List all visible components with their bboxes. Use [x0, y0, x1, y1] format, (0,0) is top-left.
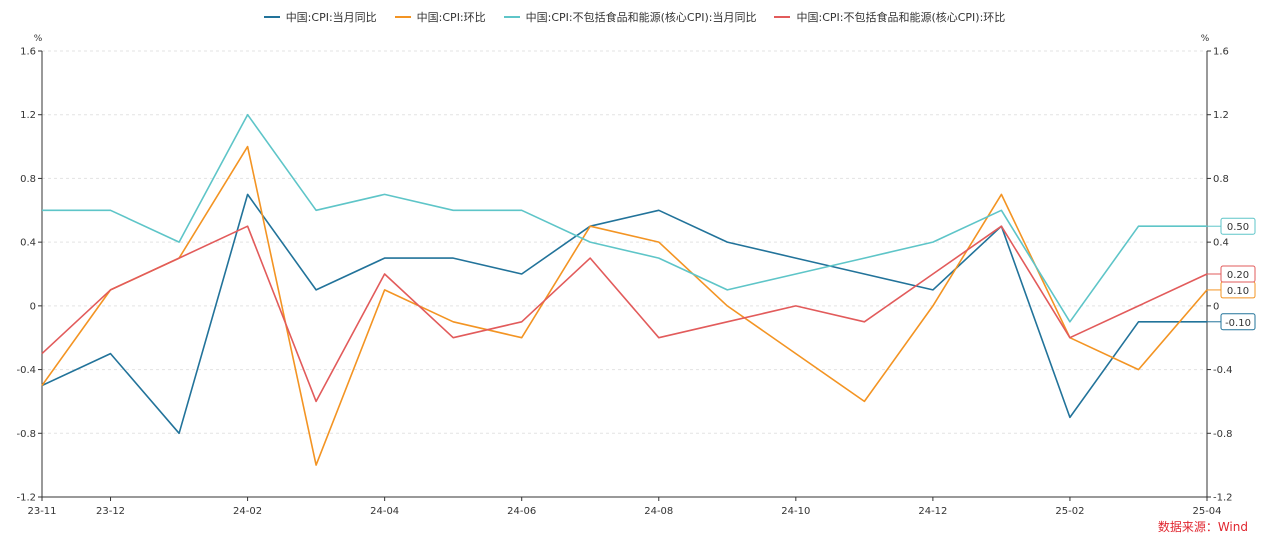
end-label-box-core-cpi-mom: [1220, 265, 1256, 283]
x-tick-label: 24-12: [918, 506, 947, 517]
end-label-core-cpi-yoy: 0.50: [1227, 222, 1249, 233]
y-tick-label-left: 0.4: [20, 238, 36, 249]
legend-item-core-cpi-mom[interactable]: 中国:CPI:不包括食品和能源(核心CPI):环比: [774, 9, 1005, 25]
legend-label-cpi-mom: 中国:CPI:环比: [416, 11, 486, 24]
legend-swatch-core-cpi-yoy: [503, 16, 520, 18]
x-tick-label: 23-11: [27, 506, 56, 517]
series-line-core-cpi-mom: [41, 225, 1208, 403]
y-tick-label-left: 0.8: [20, 174, 36, 185]
legend-item-cpi-yoy[interactable]: 中国:CPI:当月同比: [263, 9, 377, 25]
y-tick-label-left: 1.6: [20, 47, 36, 58]
y-tick-label-right: -0.8: [1213, 429, 1233, 440]
y-tick-label-right: 0.4: [1213, 238, 1229, 249]
legend-item-core-cpi-yoy[interactable]: 中国:CPI:不包括食品和能源(核心CPI):当月同比: [503, 9, 757, 25]
end-label-cpi-mom: 0.10: [1227, 286, 1249, 297]
x-tick-label: 24-06: [507, 506, 536, 517]
y-axis-unit-right: %: [1201, 34, 1210, 44]
y-tick-label-right: 0: [1213, 301, 1219, 312]
x-tick-label: 24-04: [370, 506, 399, 517]
y-tick-label-right: 0.8: [1213, 174, 1229, 185]
end-label-cpi-yoy: -0.10: [1225, 318, 1251, 329]
x-tick-label: 25-02: [1055, 506, 1084, 517]
legend: 中国:CPI:当月同比 中国:CPI:环比 中国:CPI:不包括食品和能源(核心…: [0, 9, 1269, 25]
series-line-cpi-mom: [41, 145, 1208, 466]
legend-swatch-cpi-yoy: [263, 16, 280, 18]
legend-swatch-cpi-mom: [394, 16, 411, 18]
y-tick-label-left: -0.8: [16, 429, 36, 440]
legend-item-cpi-mom[interactable]: 中国:CPI:环比: [394, 9, 486, 25]
x-tick-label: 24-10: [781, 506, 810, 517]
end-label-core-cpi-mom: 0.20: [1227, 270, 1249, 281]
y-tick-label-right: -1.2: [1213, 493, 1233, 504]
y-tick-label-left: -0.4: [16, 365, 36, 376]
y-tick-label-left: 1.2: [20, 110, 36, 121]
y-tick-label-right: -0.4: [1213, 365, 1233, 376]
end-label-box-cpi-yoy: [1220, 313, 1256, 331]
source-note: 数据来源：Wind: [1157, 520, 1248, 534]
x-tick-label: 23-12: [96, 506, 125, 517]
y-axis-unit-left: %: [34, 34, 43, 44]
x-tick-label: 24-08: [644, 506, 673, 517]
series-line-cpi-yoy: [41, 193, 1207, 435]
x-tick-label: 25-04: [1192, 506, 1221, 517]
y-tick-label-left: 0: [30, 301, 36, 312]
legend-label-core-cpi-mom: 中国:CPI:不包括食品和能源(核心CPI):环比: [796, 11, 1006, 24]
legend-label-core-cpi-yoy: 中国:CPI:不包括食品和能源(核心CPI):当月同比: [525, 11, 757, 24]
y-tick-label-left: -1.2: [16, 493, 36, 504]
legend-swatch-core-cpi-mom: [774, 16, 791, 18]
y-tick-label-right: 1.6: [1213, 47, 1229, 58]
end-label-box-core-cpi-yoy: [1220, 217, 1256, 235]
y-tick-label-right: 1.2: [1213, 110, 1229, 121]
series-line-core-cpi-yoy: [42, 113, 1207, 323]
x-tick-label: 24-02: [233, 506, 262, 517]
legend-label-cpi-yoy: 中国:CPI:当月同比: [285, 11, 377, 24]
